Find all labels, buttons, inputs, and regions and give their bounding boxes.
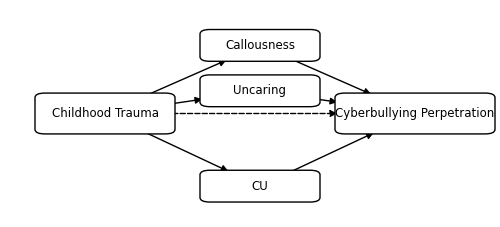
FancyBboxPatch shape xyxy=(200,170,320,202)
FancyBboxPatch shape xyxy=(335,93,495,134)
Text: Callousness: Callousness xyxy=(225,39,295,52)
Text: Cyberbullying Perpetration: Cyberbullying Perpetration xyxy=(336,107,494,120)
FancyBboxPatch shape xyxy=(200,30,320,61)
Text: Childhood Trauma: Childhood Trauma xyxy=(52,107,158,120)
FancyBboxPatch shape xyxy=(35,93,175,134)
Text: CU: CU xyxy=(252,180,268,193)
FancyBboxPatch shape xyxy=(200,75,320,107)
Text: Uncaring: Uncaring xyxy=(234,84,286,97)
